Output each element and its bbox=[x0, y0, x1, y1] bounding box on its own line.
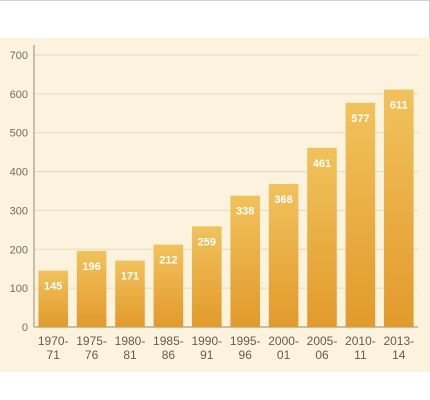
x-tick-label: 1995-96 bbox=[230, 334, 261, 362]
data-label: 196 bbox=[82, 261, 100, 273]
y-tick-label: 100 bbox=[10, 283, 28, 295]
x-tick-label: 1985-86 bbox=[153, 334, 184, 362]
x-tick-label: 1970-71 bbox=[38, 334, 69, 362]
bar bbox=[192, 226, 222, 327]
bar bbox=[76, 250, 107, 327]
frame-border-top bbox=[0, 0, 430, 1]
data-label: 577 bbox=[351, 113, 369, 125]
y-tick-label: 200 bbox=[10, 244, 28, 256]
data-label: 461 bbox=[313, 158, 331, 170]
y-tick-label: 700 bbox=[10, 50, 28, 62]
data-label: 259 bbox=[198, 236, 216, 248]
x-tick-label: 2010-11 bbox=[345, 334, 376, 362]
bar bbox=[153, 244, 184, 327]
x-tick-label: 2000-01 bbox=[268, 334, 299, 362]
x-tick-label: 2013-14 bbox=[383, 334, 414, 362]
bar bbox=[268, 184, 299, 327]
data-label: 611 bbox=[390, 100, 408, 112]
data-label: 338 bbox=[236, 206, 254, 218]
y-tick-label: 600 bbox=[10, 89, 28, 101]
bars bbox=[38, 89, 414, 328]
data-label: 368 bbox=[274, 194, 292, 206]
x-tick-label: 1990-91 bbox=[191, 334, 222, 362]
data-label: 212 bbox=[159, 255, 177, 267]
bar bbox=[115, 260, 145, 327]
y-tick-label: 0 bbox=[22, 322, 28, 334]
bar bbox=[384, 89, 414, 327]
x-tick-label: 2005-06 bbox=[307, 334, 338, 362]
data-label: 145 bbox=[44, 281, 62, 293]
y-tick-label: 500 bbox=[10, 128, 28, 140]
data-label: 171 bbox=[121, 271, 139, 283]
x-tick-label: 1975-76 bbox=[76, 334, 107, 362]
bar bbox=[307, 147, 337, 327]
data-labels: 145 196 171 212 259 338 368 461 577 611 bbox=[44, 100, 408, 293]
y-axis-tick-labels: 0 100 200 300 400 500 600 700 bbox=[10, 50, 28, 334]
bar bbox=[38, 270, 68, 327]
bar bbox=[230, 195, 260, 327]
x-tick-label: 1980-81 bbox=[115, 334, 146, 362]
bar bbox=[345, 102, 376, 328]
y-tick-label: 400 bbox=[10, 167, 28, 179]
y-tick-label: 300 bbox=[10, 205, 28, 217]
